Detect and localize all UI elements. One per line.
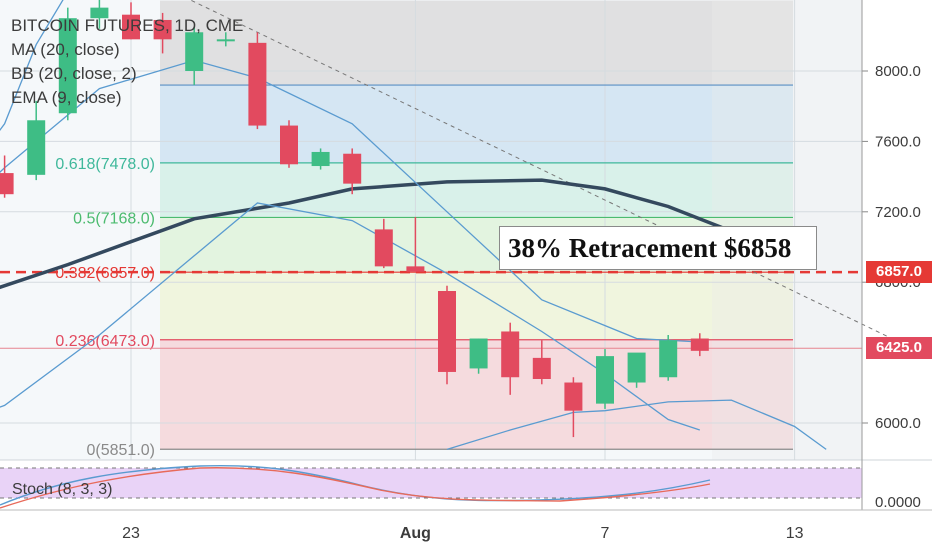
fib-label-0: 0.236(6473.0) [55, 333, 155, 350]
candle-body-10 [216, 39, 235, 42]
bb-top-line [0, 0, 64, 132]
fib-band-4 [160, 272, 793, 340]
candle-body-4 [27, 120, 46, 175]
y-tick-5: 0.0000 [875, 494, 921, 511]
candle-body-15 [374, 229, 393, 267]
candle-body-24 [659, 340, 678, 378]
candle-body-13 [311, 151, 330, 167]
candle-body-19 [501, 331, 520, 378]
candle-body-11 [248, 42, 267, 126]
legend-ma: MA (20, close) [11, 40, 120, 59]
candle-body-3 [0, 173, 14, 195]
y-tick-1: 7600.0 [875, 133, 921, 150]
stoch-band [0, 468, 862, 498]
legend-ema: EMA (9, close) [11, 88, 122, 107]
stoch-label: Stoch (8, 3, 3) [12, 481, 113, 498]
candle-body-14 [343, 153, 362, 184]
candle-body-16 [406, 266, 425, 272]
retracement-annotation: 38% Retracement $6858 [499, 226, 817, 270]
x-tick-0: 23 [122, 525, 140, 542]
candle-body-18 [469, 338, 488, 369]
candle-body-20 [532, 357, 551, 379]
x-tick-3: 13 [786, 525, 804, 542]
candle-body-21 [564, 382, 583, 411]
bb-basis-line [0, 202, 701, 431]
candle-body-22 [596, 356, 614, 404]
stoch-panel [0, 459, 932, 510]
stoch-d-line [0, 467, 711, 509]
candle-body-25 [690, 338, 709, 351]
price-marker-6857: 6857.0 [866, 261, 932, 284]
fib-label-4: 0(5851.0) [87, 442, 156, 459]
candle-body-17 [438, 291, 456, 372]
price-marker-6425: 6425.0 [866, 337, 932, 360]
x-tick-1: Aug [400, 525, 431, 542]
y-tick-2: 7200.0 [875, 204, 921, 221]
y-tick-4: 6000.0 [875, 415, 921, 432]
candle-body-8 [153, 19, 172, 40]
candle-body-23 [627, 352, 646, 383]
candle-body-12 [280, 125, 298, 165]
candle-body-5 [58, 18, 77, 114]
candle-body-9 [185, 32, 204, 71]
legend: BITCOIN FUTURES, 1D, CME MA (20, close) … [11, 14, 243, 110]
fib-label-1: 0.382(6857.0) [55, 265, 155, 282]
candles [0, 0, 709, 438]
candle-body-6 [90, 7, 109, 19]
fib-label-2: 0.5(7168.0) [73, 210, 155, 227]
legend-symbol: BITCOIN FUTURES, 1D, CME [11, 16, 244, 35]
fib-label-3: 0.618(7478.0) [55, 156, 155, 173]
candle-body-7 [122, 14, 140, 40]
legend-bb: BB (20, close, 2) [11, 64, 137, 83]
x-tick-2: 7 [601, 525, 610, 542]
bb-lower-line [446, 399, 827, 451]
y-tick-0: 8000.0 [875, 63, 921, 80]
